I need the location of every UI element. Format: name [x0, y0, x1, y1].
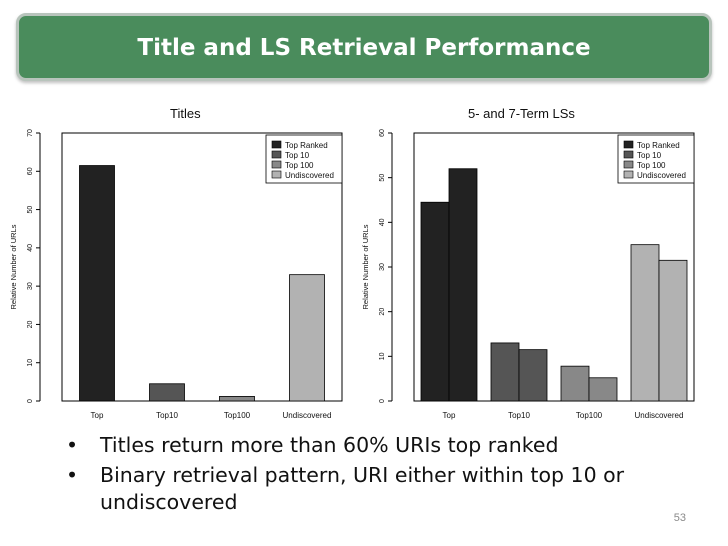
y-tick-label: 20 — [27, 320, 34, 328]
legend-swatch — [271, 150, 282, 159]
y-tick-label: 40 — [27, 244, 34, 252]
y-tick-label: 60 — [379, 129, 386, 137]
x-tick-label: Top — [91, 411, 104, 420]
x-tick-label: Undiscovered — [283, 411, 332, 420]
y-tick-label: 60 — [27, 167, 34, 175]
bar-top10 — [490, 342, 520, 402]
bullet-dot-icon: • — [66, 433, 79, 457]
x-tick-label: Undiscovered — [635, 411, 684, 420]
x-tick-label: Top100 — [576, 411, 603, 420]
bar-top — [448, 168, 478, 402]
slide-number: 53 — [673, 512, 686, 524]
legend-label: Undiscovered — [285, 171, 334, 180]
ls-bar-chart: 0 10 20 30 40 50 60 Relative Number of URLs Top T… — [361, 129, 695, 420]
bar-undiscovered — [289, 274, 325, 402]
legend-label: Undiscovered — [637, 171, 686, 180]
y-tick-label: 50 — [379, 174, 386, 182]
y-tick-label: 10 — [379, 352, 386, 360]
y-tick-label: 0 — [27, 399, 34, 403]
bullet-text: Titles return more than 60% URIs top ran… — [100, 433, 559, 457]
bullet-item: • Titles return more than 60% URIs top ra… — [66, 432, 686, 459]
bar-top — [79, 165, 115, 402]
titles-bar-chart: 0 10 20 30 40 50 60 70 Relative Number of URLs To… — [9, 129, 343, 420]
legend-label: Top Ranked — [637, 141, 680, 150]
bar-top100 — [588, 377, 618, 402]
x-tick-label: Top100 — [224, 411, 251, 420]
chart-title-titles: Titles — [170, 106, 201, 121]
legend-swatch — [623, 150, 634, 159]
bar-undiscovered — [630, 244, 660, 402]
y-tick-label: 10 — [27, 359, 34, 367]
legend-label: Top 100 — [285, 161, 314, 170]
plot-frame — [413, 132, 695, 402]
bar-top100 — [219, 396, 255, 402]
y-axis-label: Relative Number of URLs — [9, 224, 18, 309]
legend-label: Top 100 — [637, 161, 666, 170]
y-tick-label: 40 — [379, 218, 386, 226]
bullet-text: Binary retrieval pattern, URI either wit… — [100, 463, 625, 514]
bullet-item: • Binary retrieval pattern, URI either wi… — [66, 462, 686, 516]
legend-label: Top 10 — [285, 151, 310, 160]
y-tick-label: 30 — [27, 282, 34, 290]
legend-swatch — [623, 140, 634, 149]
x-tick-label: Top10 — [156, 411, 178, 420]
slide-title: Title and LS Retrieval Performance — [137, 35, 591, 61]
bar-undiscovered — [658, 259, 688, 402]
x-tick-label: Top — [443, 411, 456, 420]
bar-top100 — [560, 365, 590, 402]
legend-swatch — [623, 170, 634, 179]
y-tick-label: 20 — [379, 308, 386, 316]
bullet-list: • Titles return more than 60% URIs top ra… — [66, 432, 686, 519]
y-tick-label: 0 — [379, 399, 386, 403]
y-tick-label: 30 — [379, 263, 386, 271]
y-tick-label: 50 — [27, 206, 34, 214]
legend-label: Top 10 — [637, 151, 662, 160]
bar-top10 — [149, 383, 185, 402]
legend-swatch — [271, 140, 282, 149]
bar-top — [420, 201, 450, 402]
x-tick-label: Top10 — [508, 411, 530, 420]
legend-swatch — [271, 160, 282, 169]
legend-swatch — [271, 170, 282, 179]
legend-label: Top Ranked — [285, 141, 328, 150]
legend-swatch — [623, 160, 634, 169]
plot-frame — [61, 132, 343, 402]
title-banner: Title and LS Retrieval Performance — [16, 13, 712, 81]
bullet-dot-icon: • — [66, 463, 79, 487]
y-axis-label: Relative Number of URLs — [361, 224, 370, 309]
bar-top10 — [518, 349, 548, 402]
y-tick-label: 70 — [27, 129, 34, 137]
chart-title-ls: 5- and 7-Term LSs — [468, 106, 575, 121]
